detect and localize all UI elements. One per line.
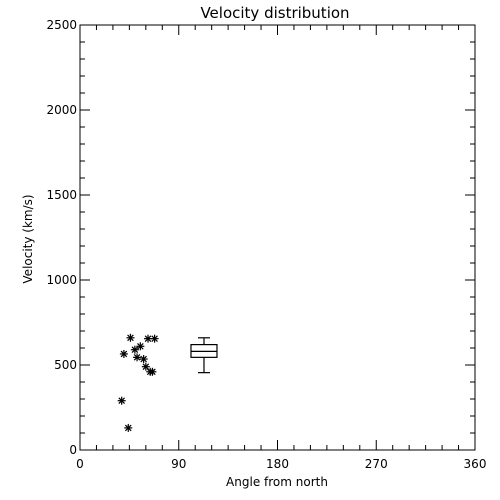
y-tick-label: 1500	[46, 188, 77, 202]
data-point-stroke	[144, 335, 152, 342]
data-point	[117, 396, 126, 405]
x-tick-label: 90	[171, 457, 186, 471]
data-point-stroke	[131, 346, 139, 354]
plot-frame	[79, 24, 476, 451]
data-point-stroke	[149, 368, 156, 376]
x-axis-label: Angle from north	[226, 475, 328, 489]
data-point-stroke	[142, 363, 150, 371]
data-point	[139, 355, 148, 364]
ticks: 0 90 180 270 360 0 500 1000 1500 2000 2500	[46, 18, 486, 471]
data-point-stroke	[140, 355, 147, 363]
x-tick-label: 0	[76, 457, 84, 471]
data-point-stroke	[133, 354, 141, 361]
data-point	[150, 334, 159, 343]
y-tick-label: 500	[54, 358, 77, 372]
data-point-stroke	[151, 335, 158, 342]
data-point	[133, 353, 142, 362]
y-tick-label: 2000	[46, 103, 77, 117]
y-axis-label: Velocity (km/s)	[21, 194, 35, 283]
data-point	[144, 334, 153, 343]
data-marks	[117, 333, 218, 432]
y-tick-label: 0	[69, 443, 77, 457]
y-tick-label: 1000	[46, 273, 77, 287]
data-point	[148, 367, 157, 376]
x-tick-label: 360	[464, 457, 487, 471]
data-point	[119, 349, 128, 358]
data-point-stroke	[137, 342, 144, 350]
data-point	[136, 342, 145, 351]
data-point-stroke	[118, 397, 125, 405]
axes	[79, 24, 476, 451]
x-tick-label: 180	[266, 457, 289, 471]
chart-title: Velocity distribution	[200, 4, 349, 22]
data-point	[126, 333, 135, 342]
x-tick-label: 270	[365, 457, 388, 471]
data-point-stroke	[120, 350, 128, 358]
data-point-stroke	[127, 334, 134, 342]
box-plot	[190, 337, 218, 374]
y-tick-label: 2500	[46, 18, 77, 32]
data-point	[124, 423, 133, 432]
data-point	[130, 345, 139, 354]
data-point-stroke	[124, 424, 132, 432]
